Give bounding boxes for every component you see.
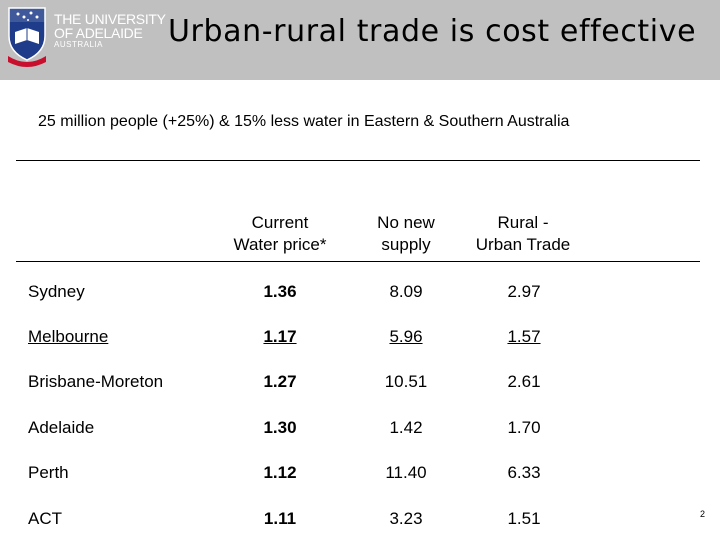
column-header-current-price: Current Water price*: [233, 213, 327, 254]
university-crest-icon: [8, 7, 46, 67]
cell-brisbane-no-new: 10.51: [384, 372, 428, 391]
slide-subtitle: 25 million people (+25%) & 15% less wate…: [38, 113, 570, 130]
university-wordmark: THE UNIVERSITY OF ADELAIDE AUSTRALIA: [54, 12, 166, 50]
cell-melbourne-trade: 1.57: [507, 327, 541, 346]
cell-melbourne-current: 1.17: [263, 327, 297, 346]
row-label-brisbane-moreton: Brisbane-Moreton: [28, 372, 164, 391]
cell-perth-no-new: 11.40: [385, 463, 427, 482]
row-label-melbourne: Melbourne: [28, 327, 109, 346]
row-label-act: ACT: [28, 509, 62, 528]
cell-act-no-new: 3.23: [389, 509, 423, 528]
column-header-rural-urban-trade: Rural - Urban Trade: [475, 213, 571, 254]
cell-perth-trade: 6.33: [507, 463, 541, 482]
cell-adelaide-no-new: 1.42: [389, 418, 423, 437]
logo-line-2: OF ADELAIDE: [54, 25, 143, 41]
slide-title: Urban-rural trade is cost effective: [168, 14, 697, 49]
header-band: THE UNIVERSITY OF ADELAIDE AUSTRALIA Urb…: [0, 0, 720, 80]
cell-sydney-current: 1.36: [263, 282, 297, 301]
cell-brisbane-current: 1.27: [263, 372, 297, 391]
row-label-sydney: Sydney: [28, 282, 85, 301]
row-label-perth: Perth: [28, 463, 69, 482]
cell-act-trade: 1.51: [507, 509, 541, 528]
row-label-adelaide: Adelaide: [28, 418, 95, 437]
page-number: 2: [700, 509, 706, 519]
cell-adelaide-trade: 1.70: [507, 418, 541, 437]
cell-perth-current: 1.12: [263, 463, 297, 482]
top-divider: [16, 160, 700, 161]
cell-sydney-trade: 2.97: [507, 282, 541, 301]
cell-sydney-no-new: 8.09: [389, 282, 423, 301]
logo-line-1: THE UNIVERSITY: [54, 11, 166, 27]
header-divider: [16, 261, 700, 262]
cell-melbourne-no-new: 5.96: [389, 327, 423, 346]
cell-adelaide-current: 1.30: [263, 418, 297, 437]
cell-brisbane-trade: 2.61: [507, 372, 541, 391]
logo-line-3: AUSTRALIA: [54, 40, 103, 49]
column-header-no-new-supply: No new supply: [377, 213, 435, 254]
cell-act-current: 1.11: [263, 509, 297, 528]
